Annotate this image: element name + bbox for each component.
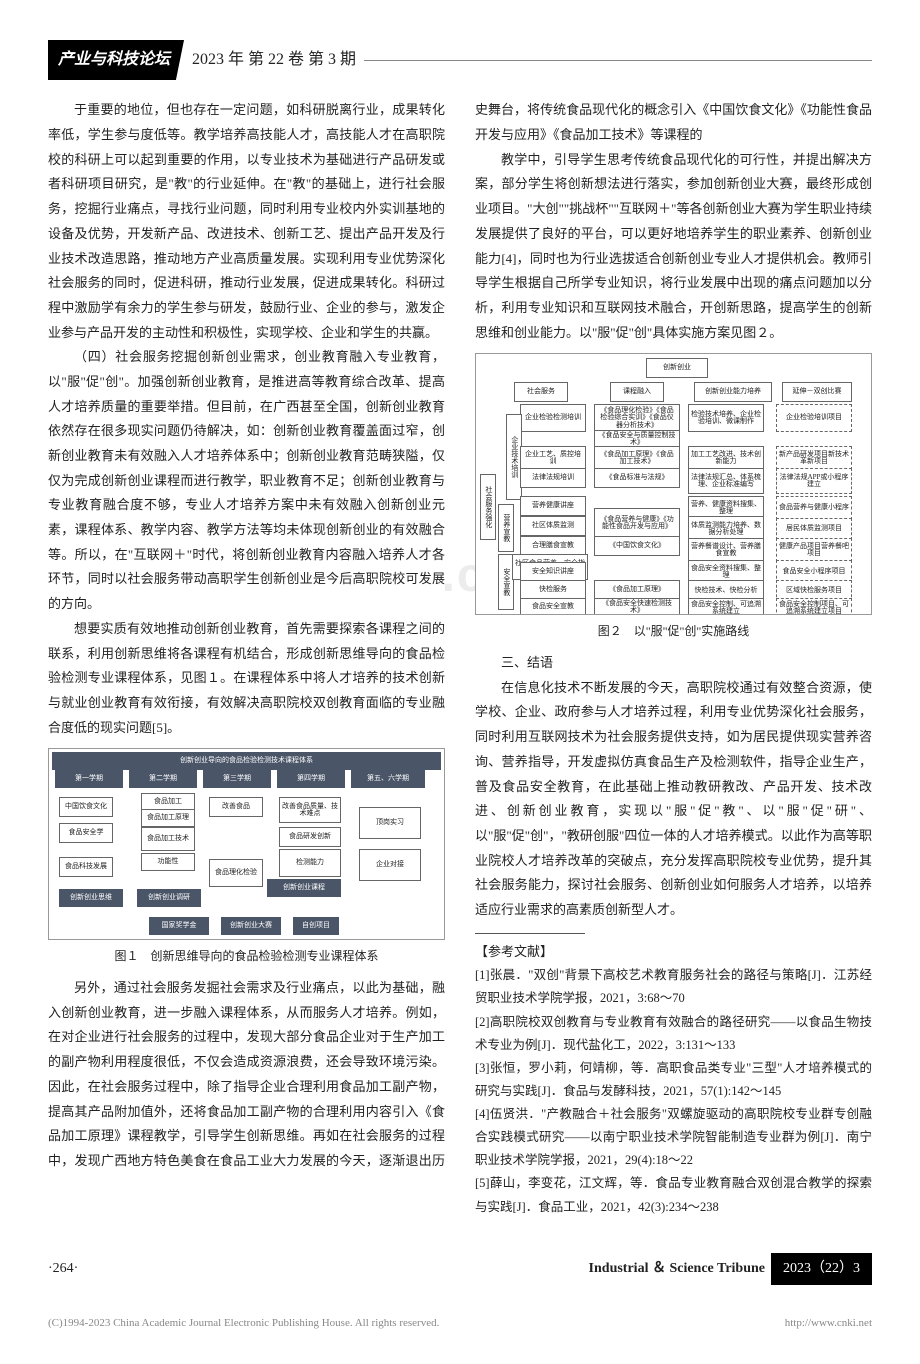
fig1-node: 食品安全学 bbox=[59, 823, 113, 843]
fig2-node: 《食品营养与健康》《功能性食品开发与应用》 bbox=[594, 508, 680, 538]
figure-2-diagram: 创新创业 社会服务 课程融入 创新创业能力培养 延伸－双创比赛 企业检验检测培训… bbox=[475, 353, 872, 615]
fig2-node: 《食品标准与法规》 bbox=[594, 468, 680, 488]
fig2-node: 《食品理化检验》《食品检验综合实训》《食品仪器分析技术》 bbox=[594, 404, 680, 432]
fig2-node: 社区体质监测 bbox=[520, 516, 586, 536]
journal-name-badge: 产业与科技论坛 bbox=[48, 40, 184, 80]
figure-1-caption: 图１ 创新思维导向的食品检验检测专业课程体系 bbox=[48, 945, 445, 968]
journal-issue-badge: 2023（22）3 bbox=[771, 1253, 872, 1286]
page-footer: ·264· Industrial ＆ Science Tribune 2023（… bbox=[48, 1253, 872, 1286]
fig2-node: 居民体质监测项目 bbox=[776, 518, 852, 540]
body-paragraph: 在信息化技术不断发展的今天，高职院校通过有效整合资源，使学校、企业、政府参与人才… bbox=[475, 676, 872, 923]
fig2-node: 营养餐谱设计、营养膳食宣教 bbox=[688, 538, 764, 562]
fig2-node: 营养宣教 bbox=[498, 504, 514, 552]
fig1-node: 顶岗实习 bbox=[359, 807, 421, 839]
body-paragraph: （四）社会服务挖掘创新创业需求，创业教育融入专业教育，以"服"促"创"。加强创新… bbox=[48, 345, 445, 617]
journal-footer: Industrial ＆ Science Tribune 2023（22）3 bbox=[589, 1253, 872, 1286]
fig1-node: 食品科技发展 bbox=[59, 857, 113, 877]
fig1-node: 中国饮食文化 bbox=[59, 797, 113, 817]
references-heading: 【参考文献】 bbox=[475, 940, 872, 965]
figure-1-diagram: 创新创业导向的食品检验检测技术课程体系 第一学期 第二学期 第三学期 第四学期 … bbox=[48, 748, 445, 940]
fig1-node: 创新创业思维 bbox=[59, 889, 123, 907]
cnki-footer: (C)1994-2023 China Academic Journal Elec… bbox=[48, 1313, 872, 1334]
fig1-node: 改善食品质量、技术难点 bbox=[279, 797, 341, 823]
fig1-node: 检测能力 bbox=[279, 849, 341, 877]
fig2-node: 《食品加工原理》 bbox=[594, 580, 680, 600]
fig1-node: 创新创业大赛 bbox=[221, 917, 281, 935]
fig1-node: 创新创业调研 bbox=[137, 889, 201, 907]
figure-2-caption: 图２ 以"服"促"创"实施路线 bbox=[475, 620, 872, 643]
fig2-node: 食品安全控制、可追溯系统建立 bbox=[688, 598, 764, 615]
issue-info: 2023 年 第 22 卷 第 3 期 bbox=[192, 45, 356, 75]
reference-item: [5]薛山，李变花，江文辉，等．食品专业教育融合双创混合教学的探索与实践[J]．… bbox=[475, 1172, 872, 1218]
fig1-node: 创新创业课程 bbox=[267, 879, 341, 897]
fig2-node: 合理膳食宣教 bbox=[520, 536, 586, 556]
fig1-node: 食品理化检验 bbox=[209, 859, 263, 887]
fig2-node: 创新创业 bbox=[646, 358, 708, 378]
fig1-col3-head: 第三学期 bbox=[203, 770, 271, 788]
fig2-node: 社会服务强化 bbox=[480, 474, 496, 540]
fig1-node: 食品加工技术 bbox=[141, 827, 195, 851]
fig2-node: 法律法规汇总、体系梳理、企业标准编写 bbox=[688, 468, 764, 494]
fig1-col4-head: 第四学期 bbox=[277, 770, 345, 788]
reference-item: [4]伍贤洪．"产教融合＋社会服务"双螺旋驱动的高职院校专业群专创融合实践模式研… bbox=[475, 1103, 872, 1172]
fig2-node: 食品营养与健康小程序 bbox=[776, 496, 852, 520]
figure-2: 创新创业 社会服务 课程融入 创新创业能力培养 延伸－双创比赛 企业检验检测培训… bbox=[475, 353, 872, 643]
fig2-node: 快检服务 bbox=[520, 580, 586, 600]
fig2-node: 《食品加工原理》《食品加工技术》 bbox=[594, 446, 680, 470]
cnki-url: http://www.cnki.net bbox=[785, 1313, 872, 1334]
fig2-node: 加工工艺改进、技术创新能力 bbox=[688, 446, 764, 470]
references-divider bbox=[475, 933, 585, 934]
body-text: 育，以"服"促"创"。加强创新创业教育，是推进高等教育综合改革、提高人才培养质量… bbox=[48, 349, 445, 611]
fig2-node: 延伸－双创比赛 bbox=[782, 382, 852, 402]
page-number: ·264· bbox=[48, 1256, 78, 1283]
fig2-node: 《中国饮食文化》 bbox=[594, 536, 680, 556]
fig2-node: 检验技术培养、企业检验培训、微课制作 bbox=[688, 404, 764, 432]
fig2-node: 食品安全控制项目、可追溯系统建立项目 bbox=[776, 598, 852, 615]
fig1-col5-head: 第五、六学期 bbox=[351, 770, 425, 788]
header-rule bbox=[364, 60, 872, 61]
fig2-node: 法律法规APP或小程序建立 bbox=[776, 468, 852, 494]
fig2-node: 营养健康讲座 bbox=[520, 496, 586, 516]
fig1-title-bar: 创新创业导向的食品检验检测技术课程体系 bbox=[52, 752, 441, 770]
body-columns: 于重要的地位，但也存在一定问题，如科研脱离行业，成果转化率低，学生参与度低等。教… bbox=[48, 98, 872, 1218]
fig2-node: 创新创业能力培养 bbox=[694, 382, 772, 402]
body-paragraph: 教学中，引导学生思考传统食品现代化的可行性，并提出解决方案，部分学生将创新想法进… bbox=[475, 148, 872, 346]
fig2-node: 企业检验培训项目 bbox=[776, 404, 852, 432]
body-paragraph: 于重要的地位，但也存在一定问题，如科研脱离行业，成果转化率低，学生参与度低等。教… bbox=[48, 98, 445, 345]
fig2-node: 健康产品项目营养餐吧项目 bbox=[776, 538, 852, 562]
section-heading: 三、结语 bbox=[475, 651, 872, 676]
fig1-node: 食品研发创新 bbox=[279, 827, 341, 847]
reference-item: [1]张晨．"双创"背景下高校艺术教育服务社会的路径与策略[J]．江苏经贸职业技… bbox=[475, 964, 872, 1010]
fig2-node: 企业检验检测培训 bbox=[520, 404, 586, 432]
fig2-node: 安全知识讲座 bbox=[520, 562, 586, 582]
fig1-node: 国家奖学金 bbox=[149, 917, 209, 935]
header: 产业与科技论坛 2023 年 第 22 卷 第 3 期 bbox=[48, 40, 872, 80]
fig2-node: 新产品研发项目新技术革新项目 bbox=[776, 446, 852, 470]
fig1-node: 自创项目 bbox=[293, 917, 339, 935]
reference-item: [3]张恒，罗小莉，何靖柳，等．高职食品类专业"三型"人才培养模式的研究与实践[… bbox=[475, 1057, 872, 1103]
figure-1: 创新创业导向的食品检验检测技术课程体系 第一学期 第二学期 第三学期 第四学期 … bbox=[48, 748, 445, 968]
fig2-node: 社会服务 bbox=[514, 382, 568, 402]
journal-name-en: Industrial ＆ Science Tribune bbox=[589, 1256, 765, 1283]
fig2-node: 法律法规培训 bbox=[520, 468, 586, 488]
fig1-node: 食品加工原理 bbox=[141, 809, 195, 827]
fig1-node: 功能性 bbox=[141, 853, 195, 871]
fig2-node: 课程融入 bbox=[610, 382, 664, 402]
fig2-node: 食品安全宣教 bbox=[520, 598, 586, 615]
fig1-col1-head: 第一学期 bbox=[55, 770, 123, 788]
fig1-col2-head: 第二学期 bbox=[129, 770, 197, 788]
cnki-copyright: (C)1994-2023 China Academic Journal Elec… bbox=[48, 1313, 439, 1334]
reference-item: [2]高职院校双创教育与专业教育有效融合的路径研究——以食品生物技术专业为例[J… bbox=[475, 1011, 872, 1057]
body-paragraph: 想要实质有效地推动创新创业教育，首先需要探索各课程之间的联系，利用创新思维将各课… bbox=[48, 617, 445, 740]
fig2-node: 企业工艺、质控培训 bbox=[520, 446, 586, 470]
fig1-node: 改善食品 bbox=[209, 797, 263, 817]
inline-heading: （四）社会服务挖掘创新创业需求，创业教育融入专业教 bbox=[74, 349, 418, 364]
fig1-node: 企业对接 bbox=[359, 849, 421, 881]
references-list: [1]张晨．"双创"背景下高校艺术教育服务社会的路径与策略[J]．江苏经贸职业技… bbox=[475, 964, 872, 1218]
fig2-node: 《食品安全快速检测技术》 bbox=[594, 598, 680, 615]
